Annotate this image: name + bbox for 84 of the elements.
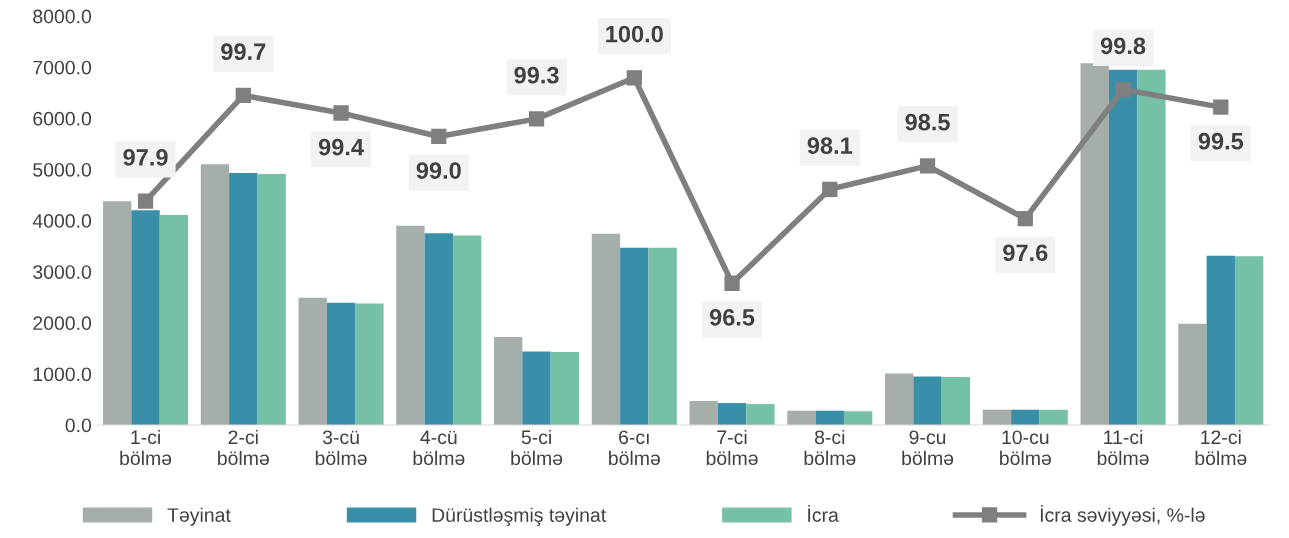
x-tick-label: 2-ci bölmə bbox=[218, 429, 269, 466]
legend-label: İcra bbox=[808, 504, 839, 522]
y-tick-label: 5000.0 bbox=[33, 162, 92, 177]
bar bbox=[620, 247, 649, 426]
point bbox=[235, 87, 251, 104]
bar bbox=[787, 410, 816, 426]
y-tick-label: 0.0 bbox=[65, 418, 92, 433]
bar bbox=[689, 401, 718, 426]
x-tick-label: 1-ci bölmə bbox=[120, 429, 172, 466]
x-tick-label: 7-ci bölmə bbox=[706, 429, 758, 466]
bar bbox=[326, 302, 356, 426]
point bbox=[1213, 99, 1229, 115]
bar bbox=[103, 201, 132, 426]
data-label: 96.5 bbox=[709, 308, 755, 326]
point bbox=[724, 275, 740, 291]
x-tick-label: 3-cü bölmə bbox=[315, 430, 367, 466]
bar bbox=[1234, 256, 1264, 426]
x-tick-label: 4-cü bölmə bbox=[413, 430, 465, 466]
point bbox=[137, 193, 154, 209]
bar bbox=[746, 404, 775, 426]
x-tick-label: 11-ci bölmə bbox=[1097, 429, 1149, 466]
bar bbox=[717, 403, 747, 426]
x-tick-label: 9-cu bölmə bbox=[902, 430, 954, 466]
bar bbox=[494, 337, 523, 426]
bar bbox=[1108, 69, 1138, 426]
bar bbox=[815, 410, 844, 426]
bar bbox=[200, 164, 230, 426]
bar bbox=[1137, 69, 1166, 426]
bar bbox=[591, 233, 621, 426]
point bbox=[528, 111, 545, 127]
data-label: 99.8 bbox=[1100, 37, 1146, 55]
bar bbox=[982, 409, 1012, 426]
bar bbox=[843, 411, 873, 426]
bar bbox=[913, 376, 942, 426]
point bbox=[822, 181, 838, 197]
data-label: 99.5 bbox=[1198, 132, 1244, 150]
y-tick-label: 1000.0 bbox=[33, 367, 92, 382]
bar bbox=[396, 225, 425, 426]
y-tick-label: 6000.0 bbox=[33, 111, 92, 126]
bar bbox=[257, 174, 286, 426]
bar bbox=[159, 214, 189, 426]
bar bbox=[648, 247, 677, 426]
data-label: 100.0 bbox=[606, 25, 663, 43]
bar bbox=[229, 173, 258, 426]
x-tick-label: 6-cı bölmə bbox=[609, 430, 660, 466]
data-label: 97.9 bbox=[123, 149, 168, 166]
bar bbox=[1178, 323, 1207, 426]
bar bbox=[1011, 409, 1040, 426]
bar bbox=[424, 233, 453, 426]
bar bbox=[885, 373, 914, 426]
bar bbox=[522, 351, 551, 426]
bar bbox=[1206, 255, 1235, 426]
point bbox=[1017, 211, 1033, 227]
data-label: 99.7 bbox=[221, 43, 266, 61]
x-tick-label: 8-ci bölmə bbox=[804, 429, 856, 466]
data-label: 99.4 bbox=[318, 138, 364, 156]
y-tick-label: 8000.0 bbox=[33, 9, 92, 24]
bar bbox=[298, 297, 327, 426]
data-label: 98.5 bbox=[905, 113, 950, 131]
bar bbox=[355, 303, 384, 426]
legend-label: Təyinat bbox=[167, 507, 231, 526]
bar bbox=[941, 376, 971, 426]
x-tick-label: 12-ci bölmə bbox=[1195, 429, 1247, 466]
point bbox=[626, 70, 642, 86]
point bbox=[431, 128, 447, 145]
bar bbox=[452, 235, 482, 426]
legend-label: İcra səviyyəsi, %-lə bbox=[1040, 504, 1205, 526]
y-tick-label: 4000.0 bbox=[32, 214, 92, 228]
y-tick-label: 3000.0 bbox=[33, 265, 92, 279]
bar bbox=[1039, 409, 1068, 426]
x-tick-label: 10-cu bölmə bbox=[1000, 430, 1051, 466]
data-label: 97.6 bbox=[1003, 244, 1048, 262]
legend-label: Dürüstləşmiş təyinat bbox=[432, 507, 607, 526]
point bbox=[1115, 81, 1131, 98]
data-label: 98.1 bbox=[807, 137, 853, 154]
y-tick-label: 7000.0 bbox=[33, 60, 92, 75]
y-tick-label: 2000.0 bbox=[33, 316, 92, 331]
data-label: 99.3 bbox=[514, 66, 559, 84]
bar bbox=[550, 351, 580, 426]
data-label: 99.0 bbox=[416, 162, 461, 179]
point bbox=[919, 158, 936, 174]
point bbox=[333, 105, 349, 121]
bar bbox=[131, 210, 160, 426]
x-tick-label: 5-ci bölmə bbox=[511, 429, 563, 466]
